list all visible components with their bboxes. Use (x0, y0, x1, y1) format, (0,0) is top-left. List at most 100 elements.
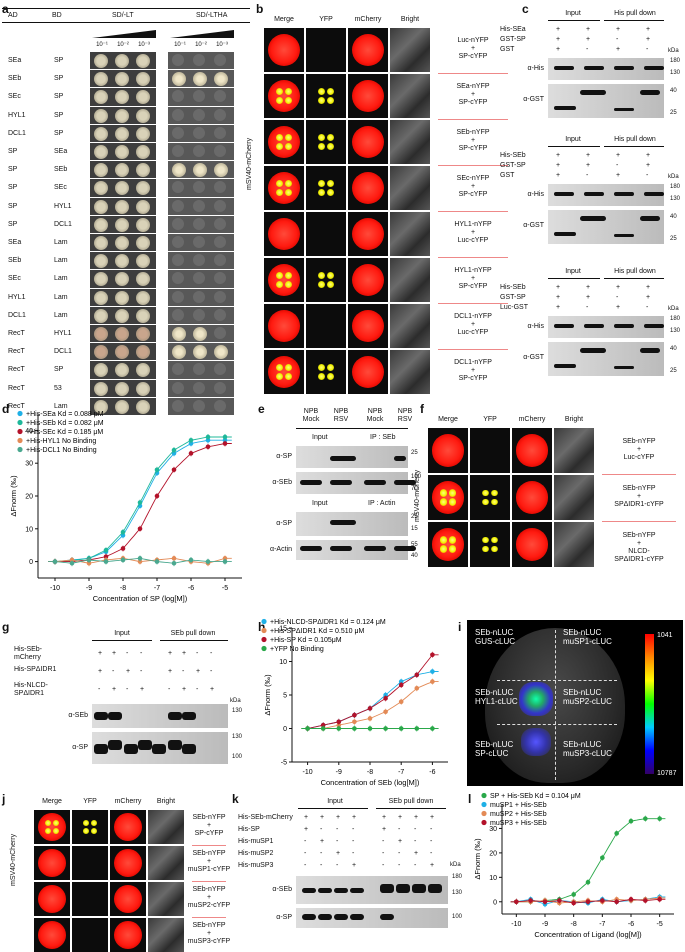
colony (94, 181, 108, 196)
legend-entry: +YFP No Binding (270, 646, 324, 653)
colony (136, 72, 150, 87)
rule (92, 640, 152, 641)
quad-musp2: SEb-nLUC muSP2-cLUC (563, 688, 612, 706)
plate-ltha (168, 106, 234, 124)
panel-j-side-label: mSV40-mCherry (10, 833, 17, 886)
mw: 130 (232, 708, 243, 714)
colony (136, 327, 150, 341)
lane-head: NPB RSV (333, 408, 349, 423)
data-point (643, 816, 648, 821)
colony (193, 381, 205, 394)
plate-ltha (168, 124, 234, 142)
sign: + (646, 162, 651, 169)
blot-seb (92, 704, 228, 728)
band (168, 712, 182, 720)
construct-label: SEa-nYFP + SP-cYFP (456, 83, 490, 106)
sign: + (382, 826, 387, 833)
data-point (69, 557, 75, 563)
bd-label: Lam (54, 275, 68, 283)
yfp-speckle (327, 88, 334, 95)
data-point (171, 447, 177, 453)
construct-label: SEb-nYFP + SP-cYFP (456, 129, 490, 152)
micro-mcherry (348, 258, 388, 302)
speckle (284, 372, 293, 381)
data-point (414, 686, 420, 691)
colony (94, 254, 108, 269)
speckle (284, 280, 293, 289)
mw: 180 (670, 316, 681, 322)
speckle (275, 188, 283, 197)
ad-label: RecT (8, 384, 25, 392)
data-point (336, 722, 342, 728)
data-point (137, 559, 143, 564)
his-protein: His-SEa (500, 26, 526, 33)
panel-label-j: j (2, 792, 6, 806)
nucleus-mcherry (351, 263, 385, 297)
sign: + (616, 46, 621, 53)
dilution-wedge-ltha (170, 30, 234, 38)
blot-actin (296, 540, 416, 560)
data-point (571, 892, 576, 897)
row-separator (192, 845, 226, 846)
data-point (383, 696, 388, 701)
ad-label: RecT (8, 366, 25, 374)
nucleus-merge (267, 33, 301, 67)
bd-label: DCL1 (54, 348, 72, 356)
micro-yfp (470, 522, 510, 567)
legend-marker (261, 618, 267, 625)
ab-gst: α-GST (523, 354, 544, 361)
construct-label: SEb-nYFP + muSP2-cYFP (187, 886, 231, 909)
legend-marker (481, 792, 487, 799)
legend-entry: +His-SEb Kd = 0.082 μM (26, 420, 104, 427)
data-point (171, 556, 177, 561)
sign: - (210, 650, 213, 657)
nucleus-mcherry (515, 434, 549, 467)
band (318, 914, 332, 920)
plate-ltha (168, 70, 234, 88)
yfp-speckle (327, 272, 334, 279)
y-axis-label: ΔFnorm (‰) (263, 674, 272, 716)
ad-label: SP (8, 184, 18, 192)
col-header: YFP (483, 416, 497, 423)
colony (115, 236, 129, 250)
ab-actin: α-Actin (270, 546, 292, 553)
bd-label: SP (54, 366, 64, 374)
ad-label: SP (8, 202, 18, 210)
colony (172, 290, 184, 303)
row-3: His-NLCD- SPΔIDR1 (14, 682, 48, 697)
data-point (320, 726, 326, 731)
data-point (205, 437, 211, 443)
sign: - (304, 850, 307, 857)
rule (296, 428, 408, 429)
row-separator (192, 917, 226, 918)
colony (172, 254, 184, 267)
data-point (103, 547, 109, 553)
speckle (275, 142, 283, 151)
band (302, 888, 316, 893)
ad-label: SP (8, 148, 18, 155)
plate-ltha (168, 52, 234, 70)
ab-sp: α-SP (276, 914, 292, 921)
colony (172, 399, 184, 412)
nucleus-mcherry (351, 125, 385, 159)
data-point (120, 546, 126, 551)
micro-yfp (72, 810, 108, 844)
x-tick-label: -7 (154, 585, 160, 592)
colony (136, 199, 150, 214)
speckle (284, 87, 293, 95)
input-head: Input (327, 798, 343, 805)
col-header: YFP (83, 798, 97, 805)
plate-lt (90, 325, 156, 343)
bd-label: SP (54, 93, 64, 101)
band (394, 456, 406, 461)
data-point (320, 722, 326, 728)
colony (193, 126, 205, 139)
y-axis-label: ΔFnorm (‰) (9, 475, 18, 517)
colony (214, 54, 226, 66)
speckle (448, 489, 457, 497)
sign: + (616, 284, 621, 291)
legend-entry: +His-HYL1 No Binding (26, 438, 96, 445)
data-point (614, 899, 619, 905)
yfp-speckle (91, 828, 97, 834)
row-1: His-SEb- mCherry (14, 646, 43, 661)
